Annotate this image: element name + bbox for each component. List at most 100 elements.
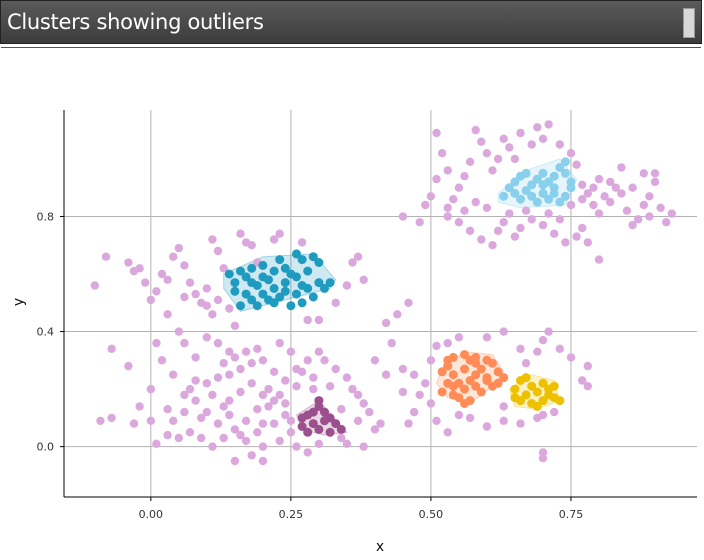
cluster-point <box>224 269 234 279</box>
outlier-point <box>185 384 195 394</box>
outlier-point <box>129 419 139 428</box>
outlier-point <box>544 120 553 129</box>
cluster-point <box>241 289 251 299</box>
outlier-point <box>516 223 525 233</box>
outlier-point <box>124 361 133 371</box>
outlier-point <box>180 338 189 348</box>
outlier-point <box>600 192 609 201</box>
outlier-point <box>152 287 161 296</box>
outlier-point <box>180 407 189 417</box>
outlier-point <box>634 215 643 224</box>
outlier-point <box>493 154 503 164</box>
outlier-point <box>527 215 536 224</box>
outlier-point <box>488 166 497 175</box>
cluster-point <box>230 286 240 296</box>
outlier-point <box>219 264 228 273</box>
outlier-point <box>555 140 564 149</box>
outlier-point <box>275 338 284 348</box>
cluster-point <box>314 278 324 288</box>
outlier-point <box>258 442 268 451</box>
outlier-point <box>404 419 413 428</box>
title-scroll-handle[interactable] <box>683 8 695 38</box>
outlier-point <box>169 416 178 425</box>
outlier-point <box>538 336 548 345</box>
outlier-point <box>286 347 296 356</box>
cluster-point <box>320 283 329 293</box>
outlier-point <box>499 402 508 411</box>
outlier-point <box>342 439 352 448</box>
outlier-point <box>505 209 514 218</box>
cluster-point <box>258 289 268 299</box>
outlier-point <box>269 235 279 244</box>
cluster-point <box>269 298 279 308</box>
cluster-point <box>236 266 245 276</box>
outlier-point <box>437 149 447 158</box>
outlier-point <box>303 356 312 365</box>
outlier-point <box>157 269 167 279</box>
outlier-point <box>275 436 284 446</box>
outlier-point <box>589 200 598 210</box>
outlier-point <box>370 356 380 365</box>
outlier-point <box>421 200 430 210</box>
outlier-point <box>538 134 548 143</box>
cluster-point <box>521 373 531 383</box>
outlier-point <box>443 203 452 212</box>
outlier-point <box>409 407 419 417</box>
cluster-point <box>560 191 570 201</box>
outlier-point <box>650 169 660 178</box>
outlier-point <box>443 428 452 437</box>
outlier-point <box>521 359 531 368</box>
x-tick-label: 0.75 <box>559 508 584 521</box>
outlier-point <box>583 238 592 247</box>
outlier-point <box>465 226 475 235</box>
outlier-point <box>482 422 492 431</box>
cluster-point <box>566 183 576 193</box>
outlier-point <box>174 243 183 253</box>
outlier-point <box>566 149 576 158</box>
outlier-point <box>482 149 492 158</box>
outlier-point <box>208 442 217 451</box>
outlier-point <box>555 344 564 353</box>
outlier-point <box>269 367 279 376</box>
outlier-point <box>578 223 587 233</box>
cluster-point <box>465 355 475 365</box>
outlier-point <box>180 261 189 270</box>
cluster-point <box>493 378 503 388</box>
outlier-point <box>135 402 144 411</box>
outlier-point <box>141 278 150 287</box>
cluster-point <box>292 249 301 259</box>
grid <box>64 110 697 497</box>
outlier-point <box>258 456 268 466</box>
outlier-point <box>516 128 525 138</box>
outlier-point <box>471 125 480 135</box>
outlier-point <box>247 241 256 250</box>
outlier-point <box>337 433 346 443</box>
cluster-point <box>555 197 565 207</box>
outlier-point <box>617 189 626 198</box>
cluster-point <box>538 168 548 178</box>
cluster-point <box>236 301 245 311</box>
outlier-point <box>482 333 492 342</box>
cluster-point <box>510 177 520 187</box>
outlier-point <box>533 123 542 132</box>
outlier-point <box>449 195 458 204</box>
outlier-point <box>645 212 654 221</box>
outlier-point <box>275 390 284 400</box>
cluster-point <box>303 266 313 276</box>
cluster-point <box>280 286 290 296</box>
cluster-point <box>482 376 492 385</box>
outlier-point <box>499 134 508 143</box>
outlier-point <box>550 229 559 238</box>
outlier-point <box>566 353 576 362</box>
outlier-point <box>594 255 604 264</box>
outlier-point <box>202 301 211 310</box>
outlier-point <box>258 356 268 365</box>
outlier-point <box>225 410 234 420</box>
outlier-points <box>90 120 676 466</box>
cluster-point <box>437 387 447 397</box>
cluster-point <box>532 174 542 184</box>
cluster-point <box>493 367 503 377</box>
outlier-point <box>578 376 587 385</box>
outlier-point <box>197 413 206 423</box>
window-title: Clusters showing outliers <box>7 10 264 34</box>
